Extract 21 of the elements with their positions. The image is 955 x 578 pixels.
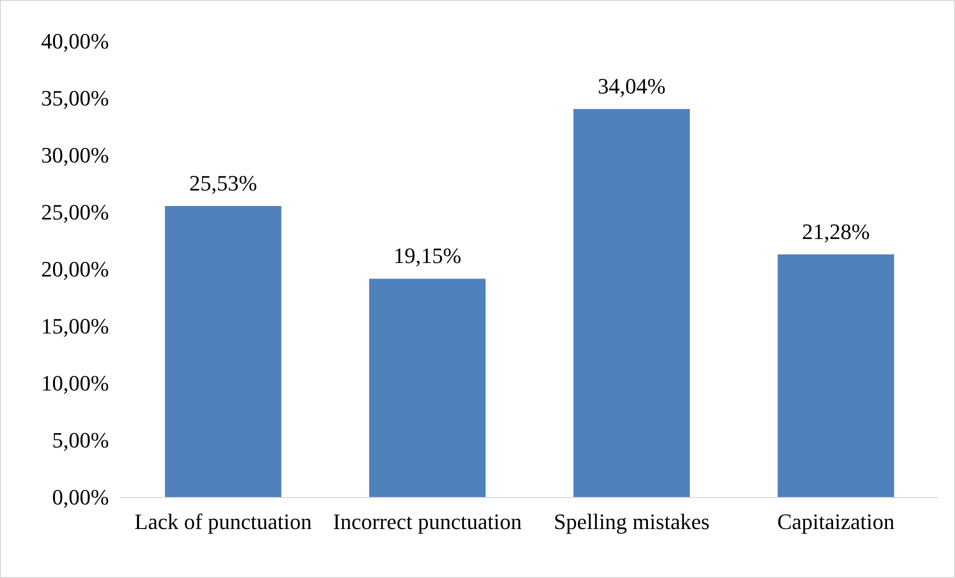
x-tick-label: Spelling mistakes xyxy=(554,509,710,534)
data-label: 25,53% xyxy=(189,170,258,196)
data-label: 21,28% xyxy=(802,218,870,244)
y-tick-label: 40,00% xyxy=(41,28,109,54)
bar xyxy=(164,206,282,497)
bar xyxy=(778,254,894,497)
x-tick-label: Capitaization xyxy=(777,509,895,534)
y-tick-label: 25,00% xyxy=(41,200,109,224)
x-tick-label: Incorrect punctuation xyxy=(332,509,522,534)
y-tick-label: 20,00% xyxy=(41,256,109,282)
x-tick-label: Lack of punctuation xyxy=(134,509,312,534)
y-tick-label: 5,00% xyxy=(52,428,109,452)
data-label: 19,15% xyxy=(393,243,462,268)
y-tick-label: 35,00% xyxy=(41,86,109,110)
bar xyxy=(573,108,690,497)
y-tick-label: 30,00% xyxy=(41,142,109,168)
y-tick-label: 10,00% xyxy=(41,370,109,396)
y-tick-label: 15,00% xyxy=(41,314,109,338)
y-tick-label: 0,00% xyxy=(52,484,109,510)
bar xyxy=(369,278,486,497)
data-label: 34,04% xyxy=(598,73,666,98)
